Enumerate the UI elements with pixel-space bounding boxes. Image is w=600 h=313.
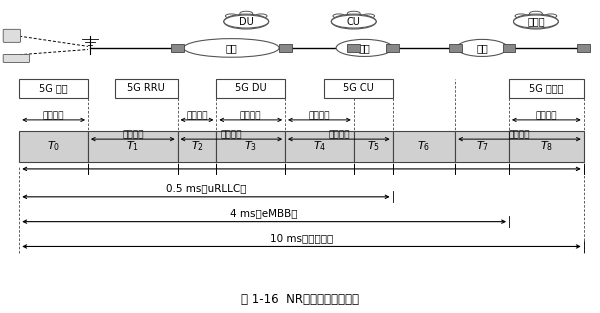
Text: DU: DU <box>239 17 254 27</box>
Bar <box>278 44 292 52</box>
Ellipse shape <box>336 39 393 56</box>
Text: $T_{5}$: $T_{5}$ <box>367 140 380 153</box>
Ellipse shape <box>457 39 508 56</box>
Ellipse shape <box>529 11 542 16</box>
Bar <box>577 44 590 52</box>
Text: 5G 终端: 5G 终端 <box>40 83 68 93</box>
Text: $T_{7}$: $T_{7}$ <box>476 140 488 153</box>
Text: 0.5 ms（uRLLC）: 0.5 ms（uRLLC） <box>166 183 246 193</box>
Ellipse shape <box>342 16 352 19</box>
Ellipse shape <box>224 15 269 28</box>
Ellipse shape <box>240 11 253 16</box>
Bar <box>217 131 285 162</box>
Bar <box>217 79 285 98</box>
Bar <box>354 131 392 162</box>
Bar <box>115 79 178 98</box>
Ellipse shape <box>347 11 360 16</box>
Bar <box>455 131 509 162</box>
Ellipse shape <box>331 15 376 28</box>
Bar <box>509 131 584 162</box>
Text: 5G DU: 5G DU <box>235 83 266 93</box>
Bar <box>324 79 392 98</box>
Text: 核心网: 核心网 <box>527 17 545 27</box>
Text: 处理时延: 处理时延 <box>308 111 330 120</box>
Text: $T_{3}$: $T_{3}$ <box>244 140 257 153</box>
Text: 5G RRU: 5G RRU <box>127 83 165 93</box>
Text: $T_{1}$: $T_{1}$ <box>126 140 139 153</box>
FancyBboxPatch shape <box>3 29 20 42</box>
Ellipse shape <box>524 16 533 19</box>
Text: 10 ms（控制面）: 10 ms（控制面） <box>270 233 333 243</box>
Ellipse shape <box>356 16 366 19</box>
Text: 处理时延: 处理时延 <box>43 111 64 120</box>
Text: 回传时延: 回传时延 <box>509 130 530 139</box>
Ellipse shape <box>538 16 548 19</box>
Ellipse shape <box>363 14 374 18</box>
Bar <box>19 131 88 162</box>
Text: 无线时延: 无线时延 <box>122 130 143 139</box>
Ellipse shape <box>248 16 258 19</box>
Ellipse shape <box>514 15 558 28</box>
Text: $T_{0}$: $T_{0}$ <box>47 140 60 153</box>
Bar <box>449 44 462 52</box>
Text: 5G CU: 5G CU <box>343 83 374 93</box>
Text: 前传时延: 前传时延 <box>221 130 242 139</box>
Ellipse shape <box>234 16 244 19</box>
Ellipse shape <box>514 14 558 29</box>
Text: 5G 核心网: 5G 核心网 <box>529 83 563 93</box>
Text: CU: CU <box>347 17 361 27</box>
Ellipse shape <box>224 14 269 29</box>
Ellipse shape <box>333 14 345 18</box>
Bar <box>386 44 399 52</box>
Text: 处理时延: 处理时延 <box>240 111 262 120</box>
Bar <box>503 44 515 52</box>
Text: 接入: 接入 <box>226 43 237 53</box>
Text: 中传时延: 中传时延 <box>328 130 350 139</box>
Text: 4 ms（eMBB）: 4 ms（eMBB） <box>230 208 298 218</box>
Ellipse shape <box>545 14 557 18</box>
Bar <box>178 131 217 162</box>
Ellipse shape <box>184 38 279 57</box>
Text: $T_{6}$: $T_{6}$ <box>418 140 431 153</box>
Bar <box>392 131 455 162</box>
Bar <box>19 79 88 98</box>
Text: $T_{2}$: $T_{2}$ <box>191 140 203 153</box>
Bar <box>88 131 178 162</box>
Text: 处理时延: 处理时延 <box>186 111 208 120</box>
Text: 汇聚: 汇聚 <box>359 43 370 53</box>
Ellipse shape <box>255 14 267 18</box>
Bar <box>285 131 354 162</box>
FancyBboxPatch shape <box>3 54 29 63</box>
Text: $T_{4}$: $T_{4}$ <box>313 140 326 153</box>
Text: 处理时延: 处理时延 <box>536 111 557 120</box>
Text: $T_{8}$: $T_{8}$ <box>540 140 553 153</box>
Bar <box>509 79 584 98</box>
Ellipse shape <box>226 14 237 18</box>
Bar <box>171 44 184 52</box>
Ellipse shape <box>331 14 376 29</box>
Bar <box>347 44 360 52</box>
Text: 图 1-16  NR端到端时延的组成: 图 1-16 NR端到端时延的组成 <box>241 293 359 306</box>
Ellipse shape <box>515 14 527 18</box>
Text: 核心: 核心 <box>476 43 488 53</box>
